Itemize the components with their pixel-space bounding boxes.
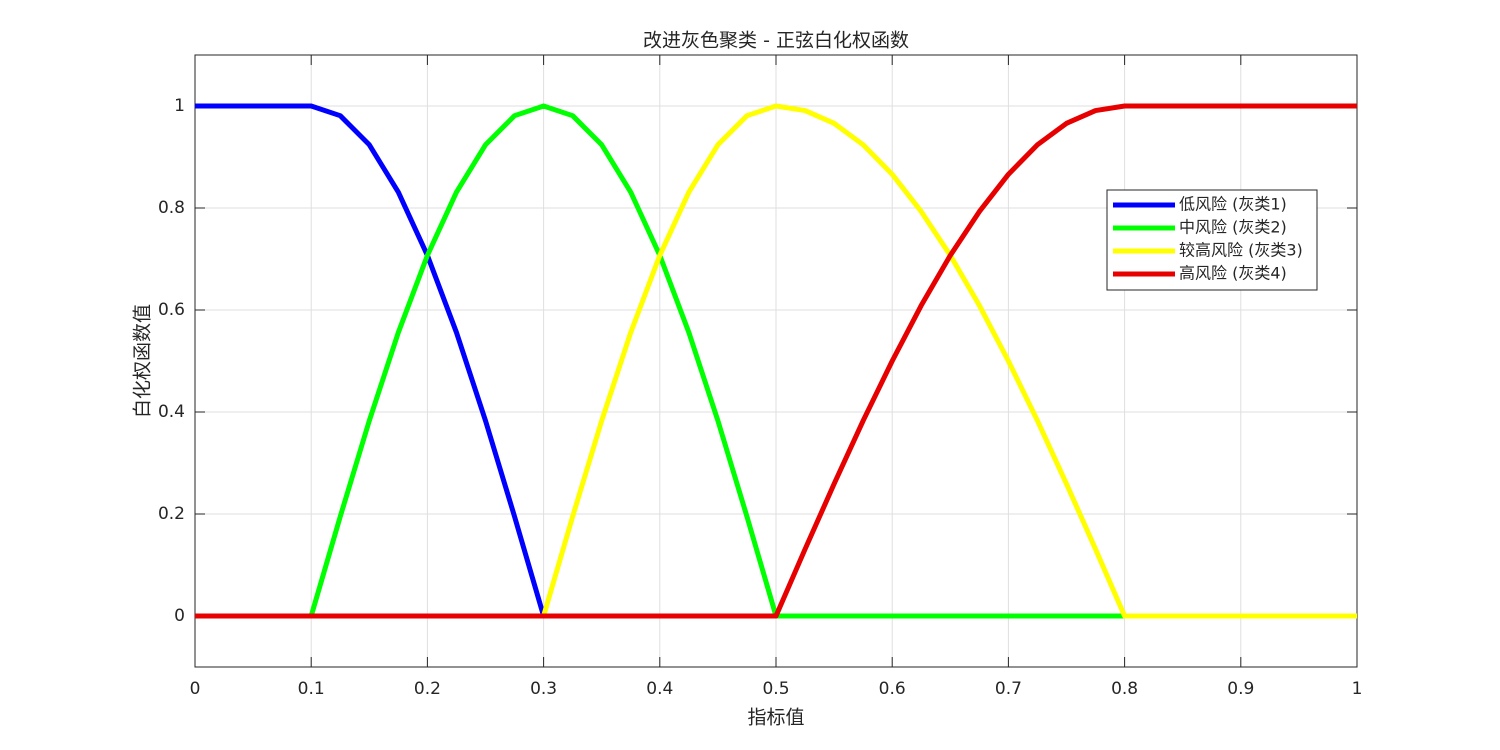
x-tick-label: 0.2 (414, 679, 441, 699)
x-tick-label: 0.3 (530, 679, 557, 699)
y-tick-label: 0.4 (158, 402, 185, 422)
x-tick-label: 0.9 (1227, 679, 1254, 699)
legend-label: 中风险 (灰类2) (1179, 218, 1287, 237)
x-tick-label: 0.8 (1111, 679, 1138, 699)
x-tick-label: 1 (1352, 679, 1363, 699)
x-tick-label: 0.5 (762, 679, 789, 699)
plot-frame (194, 54, 1358, 668)
legend-label: 高风险 (灰类4) (1179, 264, 1287, 283)
x-tick-label: 0.4 (646, 679, 673, 699)
y-tick-label: 1 (174, 96, 185, 116)
legend-label: 低风险 (灰类1) (1179, 195, 1287, 214)
y-axis-label: 白化权函数值 (132, 304, 154, 418)
series-line (195, 103, 1357, 619)
x-tick-label: 0.1 (298, 679, 325, 699)
legend-label: 较高风险 (灰类3) (1179, 241, 1303, 260)
y-tick-label: 0.2 (158, 504, 185, 524)
x-tick-label: 0.6 (879, 679, 906, 699)
y-tick-label: 0.6 (158, 300, 185, 320)
y-tick-label: 0 (174, 606, 185, 626)
y-tick-label: 0.8 (158, 198, 185, 218)
x-tick-label: 0 (190, 679, 201, 699)
x-axis-label: 指标值 (747, 707, 804, 729)
chart-title: 改进灰色聚类 - 正弦白化权函数 (643, 30, 909, 52)
x-tick-label: 0.7 (995, 679, 1022, 699)
